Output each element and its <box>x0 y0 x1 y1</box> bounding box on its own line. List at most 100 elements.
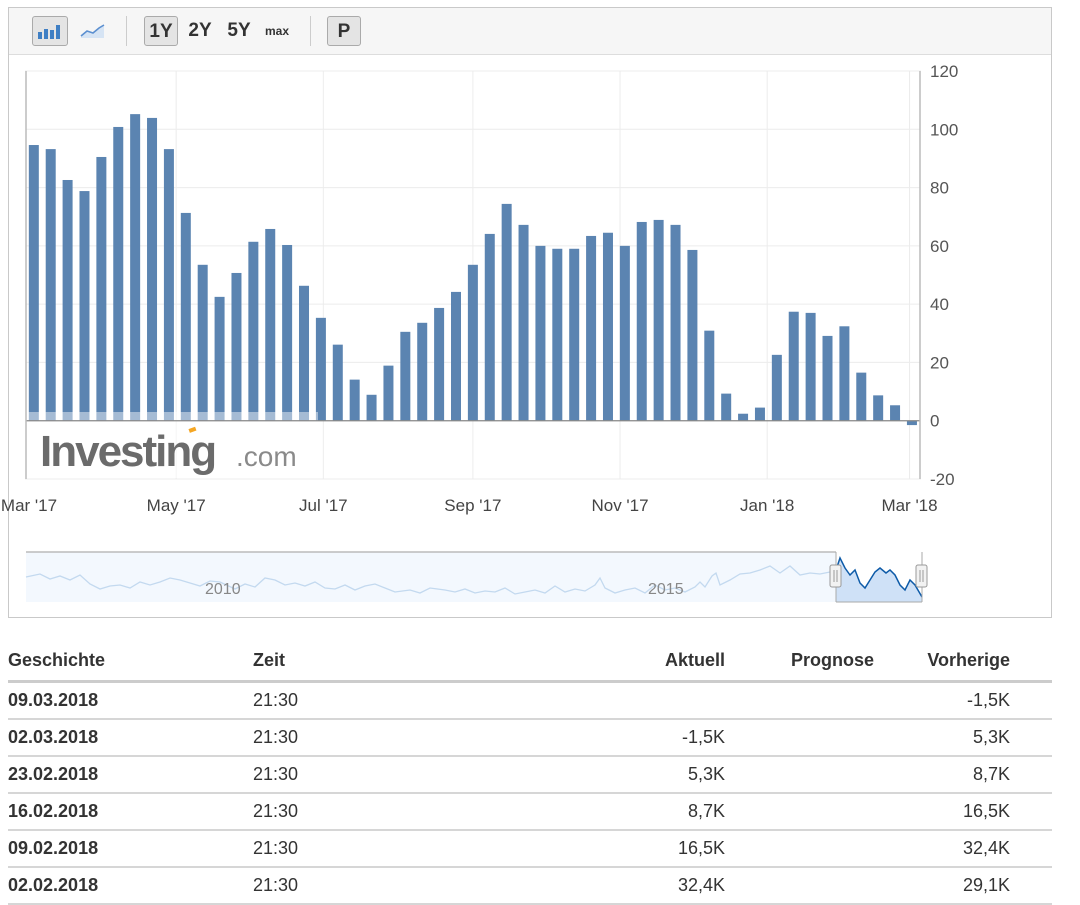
time-cell: 21:30 <box>253 838 299 858</box>
table-row: 02.02.2018 21:30 32,4K 29,1K <box>8 868 1052 905</box>
time-cell: 21:30 <box>253 875 299 895</box>
bar-chart-button[interactable] <box>32 16 68 46</box>
bar <box>231 272 242 421</box>
navigator-right-handle[interactable] <box>915 564 928 588</box>
bar <box>501 203 512 421</box>
header-previous: Vorherige <box>927 650 1010 670</box>
actual-cell: 32,4K <box>677 875 725 895</box>
y-tick-label: 40 <box>930 295 949 314</box>
chart-container: 1Y 2Y 5Y max P <box>8 7 1052 618</box>
y-tick-label: 80 <box>930 179 949 198</box>
navigator-series <box>25 565 831 595</box>
line-chart-button[interactable] <box>75 16 111 46</box>
header-history: Geschichte <box>8 650 106 670</box>
x-tick-label: Jul '17 <box>299 496 348 515</box>
navigator-selection[interactable] <box>836 558 922 602</box>
date-cell: 09.03.2018 <box>8 690 99 710</box>
bar <box>28 145 39 421</box>
bar <box>839 326 850 421</box>
previous-cell: 16,5K <box>962 801 1010 821</box>
bar <box>822 335 833 421</box>
bar-chart: Investing .com 120 100 80 60 40 20 0 -20 Mar '17… <box>1 62 958 603</box>
bar <box>552 248 563 421</box>
range-1y-button[interactable]: 1Y <box>144 16 178 46</box>
table-row: 02.03.2018 21:30 -1,5K 5,3K <box>8 720 1052 757</box>
range-2y-button[interactable]: 2Y <box>188 20 212 41</box>
bar <box>653 219 664 421</box>
bar <box>383 365 394 421</box>
bar <box>265 228 276 421</box>
bar <box>636 221 647 421</box>
previous-cell: 29,1K <box>962 875 1010 895</box>
x-tick-label: Nov '17 <box>591 496 648 515</box>
table-header: Geschichte Zeit Aktuell Prognose Vorheri… <box>8 640 1052 683</box>
previous-cell: 32,4K <box>962 838 1010 858</box>
bar <box>315 317 326 421</box>
bar <box>788 311 799 421</box>
bar <box>738 413 749 421</box>
y-tick-label: 100 <box>930 120 958 139</box>
header-forecast: Prognose <box>790 650 874 670</box>
bar <box>147 117 158 421</box>
navigator-selected-series <box>835 556 923 598</box>
bar <box>332 344 343 421</box>
y-tick-label: 20 <box>930 353 949 372</box>
bar <box>79 191 90 421</box>
date-cell: 09.02.2018 <box>8 838 99 858</box>
bar <box>366 394 377 421</box>
actual-cell: 5,3K <box>687 764 725 784</box>
header-actual: Aktuell <box>664 650 725 670</box>
actual-cell: 8,7K <box>687 801 725 821</box>
time-cell: 21:30 <box>253 764 299 784</box>
bar <box>721 393 732 421</box>
navigator[interactable]: 2010 2015 <box>25 551 928 603</box>
bar <box>450 291 461 421</box>
x-tick-label: Jan '18 <box>740 496 794 515</box>
table-row: 09.02.2018 21:30 16,5K 32,4K <box>8 831 1052 868</box>
bar <box>130 114 141 421</box>
bar <box>602 232 613 421</box>
previous-cell: 8,7K <box>972 764 1010 784</box>
bar <box>873 395 884 421</box>
range-max-button[interactable]: max <box>264 24 290 38</box>
y-tick-label: 60 <box>930 237 949 256</box>
header-time: Zeit <box>253 650 286 670</box>
svg-text:.com: .com <box>236 441 297 472</box>
y-tick-label: -20 <box>930 470 955 489</box>
bar <box>434 307 445 421</box>
bar <box>467 264 478 421</box>
svg-text:Investing: Investing <box>40 427 215 476</box>
bar <box>197 264 208 421</box>
y-tick-label: 0 <box>930 412 939 431</box>
bar <box>586 235 597 421</box>
time-cell: 21:30 <box>253 801 299 821</box>
bar-chart-icon <box>38 25 60 39</box>
x-tick-label: May '17 <box>147 496 206 515</box>
p-button[interactable]: P <box>327 16 361 46</box>
investing-logo: Investing .com <box>40 426 297 476</box>
bar <box>535 245 546 421</box>
bar <box>518 224 529 421</box>
navigator-left-handle[interactable] <box>829 564 842 588</box>
bar <box>282 244 293 421</box>
bar <box>569 248 580 421</box>
bar <box>62 179 73 421</box>
x-tick-label: Mar '17 <box>1 496 57 515</box>
bar <box>906 420 917 426</box>
date-cell: 23.02.2018 <box>8 764 99 784</box>
toolbar-divider <box>310 16 311 46</box>
bar <box>113 126 124 421</box>
actual-cell: 16,5K <box>677 838 725 858</box>
date-cell: 02.03.2018 <box>8 727 99 747</box>
y-tick-label: 120 <box>930 62 958 81</box>
range-5y-button[interactable]: 5Y <box>227 20 251 41</box>
bar <box>890 405 901 421</box>
date-cell: 02.02.2018 <box>8 875 99 895</box>
bar <box>180 212 191 421</box>
bar <box>670 224 681 421</box>
bar <box>417 322 428 421</box>
time-cell: 21:30 <box>253 727 299 747</box>
history-table: Geschichte Zeit Aktuell Prognose Vorheri… <box>8 640 1052 905</box>
bar <box>400 331 411 421</box>
actual-cell: -1,5K <box>681 727 725 747</box>
